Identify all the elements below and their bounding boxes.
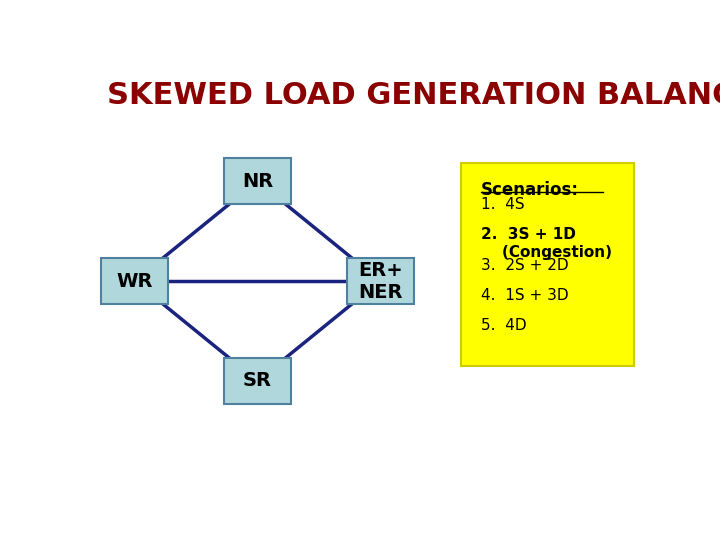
Text: 1.  4S: 1. 4S <box>481 197 524 212</box>
FancyBboxPatch shape <box>347 258 414 304</box>
Text: SR: SR <box>243 372 272 390</box>
Text: 3.  2S + 2D: 3. 2S + 2D <box>481 258 568 273</box>
Text: WR: WR <box>117 272 153 291</box>
FancyBboxPatch shape <box>224 158 291 204</box>
Text: 4.  1S + 3D: 4. 1S + 3D <box>481 288 568 303</box>
Text: NR: NR <box>242 172 273 191</box>
FancyBboxPatch shape <box>461 163 634 366</box>
FancyBboxPatch shape <box>224 358 291 404</box>
Text: ER+
NER: ER+ NER <box>358 260 402 301</box>
Text: Scenarios:: Scenarios: <box>481 181 579 199</box>
Text: SKEWED LOAD GENERATION BALANCE: SKEWED LOAD GENERATION BALANCE <box>107 82 720 111</box>
Text: 5.  4D: 5. 4D <box>481 319 526 333</box>
Text: 2.  3S + 1D
    (Congestion): 2. 3S + 1D (Congestion) <box>481 227 611 260</box>
FancyBboxPatch shape <box>101 258 168 304</box>
